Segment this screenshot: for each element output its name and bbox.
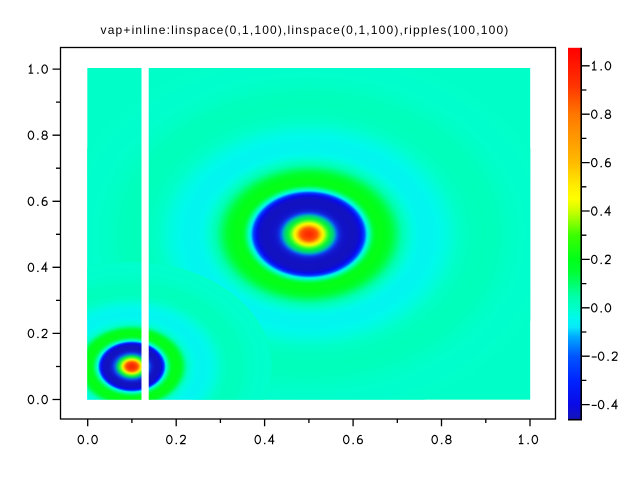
svg-text:vap+inline:linspace(0,1,100),l: vap+inline:linspace(0,1,100),linspace(0,… bbox=[101, 23, 510, 37]
